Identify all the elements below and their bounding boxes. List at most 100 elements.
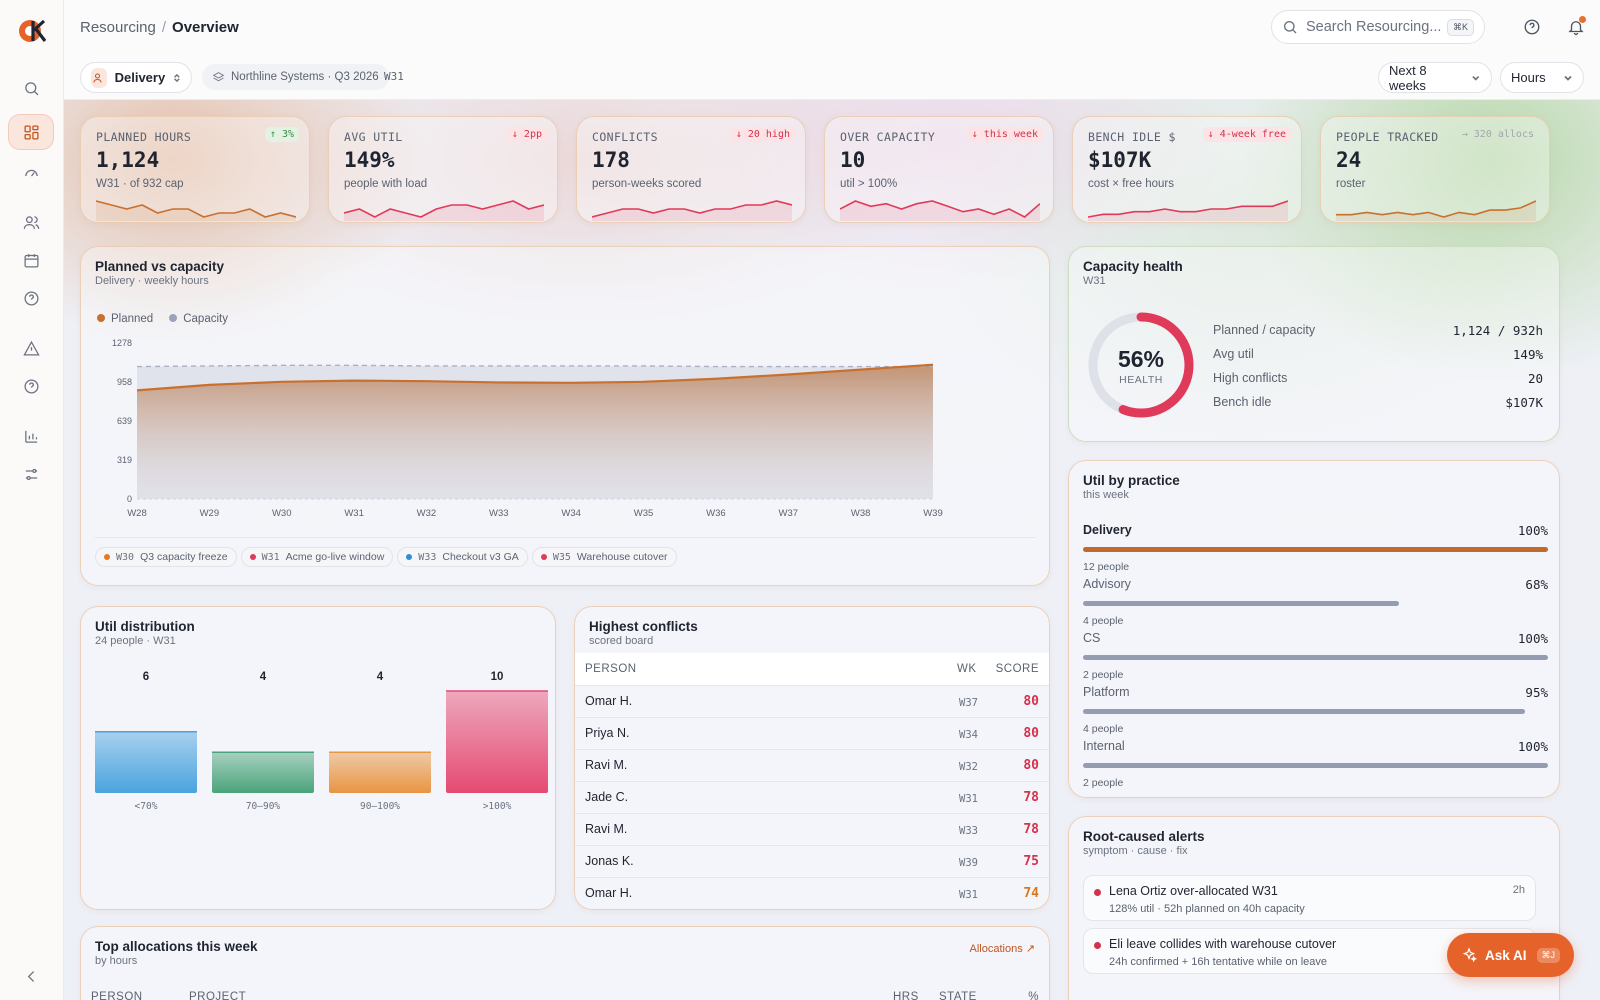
app-logo[interactable]	[17, 16, 47, 46]
warning-icon[interactable]	[8, 330, 54, 366]
kpi-label: PEOPLE TRACKED	[1336, 130, 1439, 144]
planned-vs-capacity-card: Planned vs capacity Delivery · weekly ho…	[80, 246, 1050, 586]
context-chip[interactable]: Northline Systems · Q3 2026	[202, 64, 389, 90]
dashboard-icon[interactable]	[8, 114, 54, 150]
kpi-sparkline	[1336, 200, 1536, 221]
kpi-card[interactable]: BENCH IDLE $ $107K cost × free hours ↓ 4-we…	[1072, 116, 1302, 223]
practice-item[interactable]: Delivery 100% 12 people	[1083, 523, 1548, 573]
sparkline-fill	[840, 201, 1040, 221]
util-distribution-card: Util distribution 24 people · W31 6 <70% 4…	[80, 606, 556, 910]
table-header: PERSON WK SCORE	[575, 653, 1049, 685]
stat-label: Planned / capacity	[1213, 323, 1316, 337]
event-label: Warehouse cutover	[576, 551, 668, 563]
event-chip[interactable]: W33 Checkout v3 GA	[397, 547, 528, 567]
help-icon[interactable]	[1523, 18, 1541, 36]
main-content: PLANNED HOURS 1,124 W31 · of 932 cap ↑ 3% AV…	[64, 100, 1600, 1000]
week-cell: W37	[959, 697, 978, 709]
practice-util: 100%	[1517, 523, 1548, 538]
search-icon[interactable]	[8, 70, 54, 106]
sparkline-fill	[1088, 201, 1288, 221]
planned-line	[136, 363, 934, 392]
card-subtitle: W31	[1083, 275, 1106, 287]
allocations-link[interactable]: Allocations ↗	[969, 943, 1035, 955]
bar-value: 10	[491, 671, 504, 683]
search-input[interactable]: Search Resourcing... ⌘K	[1271, 10, 1485, 44]
kpi-card[interactable]: OVER CAPACITY 10 util > 100% ↓ this week	[824, 116, 1054, 223]
sparkline-line	[1088, 200, 1288, 218]
bell-icon[interactable]	[1567, 16, 1586, 36]
col-score[interactable]: SCORE	[995, 663, 1039, 675]
kpi-sparkline	[1088, 200, 1288, 221]
kpi-card[interactable]: PEOPLE TRACKED 24 roster → 320 allocs	[1320, 116, 1550, 223]
practice-people: 2 people	[1083, 669, 1124, 681]
practice-bar-fill	[1083, 547, 1548, 552]
chart-legend: Planned Capacity	[97, 313, 228, 325]
card-title: Highest conflicts	[589, 619, 698, 634]
help-circle-icon[interactable]	[8, 280, 54, 316]
kpi-card[interactable]: AVG UTIL 149% people with load ↓ 2pp	[328, 116, 558, 223]
breadcrumb-parent[interactable]: Resourcing	[80, 19, 156, 36]
col-person[interactable]: PERSON	[91, 991, 143, 1000]
sliders-icon[interactable]	[8, 456, 54, 492]
top-allocations-card: Top allocations this week by hours Alloc…	[80, 926, 1050, 1000]
week-cell: W32	[959, 761, 978, 773]
x-tick-label: W33	[489, 508, 509, 519]
score-cell: 80	[1023, 726, 1039, 741]
stat-value: 149%	[1512, 347, 1543, 362]
y-tick-label: 958	[117, 377, 132, 387]
unit-selector[interactable]: Hours	[1500, 62, 1584, 93]
capacity-line	[136, 364, 933, 368]
kpi-card[interactable]: CONFLICTS 178 person-weeks scored ↓ 20 high	[576, 116, 806, 223]
table-row[interactable]: Omar H. W31 74	[575, 877, 1049, 909]
practice-people: 4 people	[1083, 615, 1124, 627]
table-row[interactable]: Ravi M. W32 80	[575, 749, 1049, 781]
event-chip[interactable]: W31 Acme go-live window	[240, 547, 394, 567]
col-hours[interactable]: HRS	[893, 991, 919, 1000]
team-selector-label: Delivery	[114, 70, 166, 85]
x-tick-label: W30	[272, 508, 292, 519]
col-person[interactable]: PERSON	[585, 663, 637, 675]
bar-chart-icon[interactable]	[8, 418, 54, 454]
bar	[446, 691, 548, 793]
col-percent[interactable]: %	[1028, 991, 1039, 1000]
search-icon	[1284, 21, 1297, 34]
ask-ai-button[interactable]: Ask AI ⌘J	[1447, 933, 1574, 977]
team-selector[interactable]: Delivery	[80, 62, 192, 93]
practice-item[interactable]: Internal 100% 2 people	[1083, 739, 1548, 789]
stat-value: 20	[1527, 371, 1543, 386]
card-title: Util distribution	[95, 619, 195, 634]
legend-planned[interactable]: Planned	[97, 313, 153, 325]
table-row[interactable]: Jade C. W31 78	[575, 781, 1049, 813]
sparkline-line	[840, 200, 1040, 218]
stat-label: Avg util	[1213, 347, 1254, 361]
gauge-icon[interactable]	[8, 154, 54, 190]
util-by-practice-card: Util by practice this week Delivery 100% 1…	[1068, 460, 1560, 798]
team-icon	[91, 67, 107, 88]
calendar-icon[interactable]	[8, 242, 54, 278]
event-chip[interactable]: W30 Q3 capacity freeze	[95, 547, 237, 567]
collapse-chevron-icon[interactable]	[8, 958, 54, 994]
stat-label: Bench idle	[1213, 395, 1272, 409]
table-row[interactable]: Priya N. W34 80	[575, 717, 1049, 749]
kpi-card[interactable]: PLANNED HOURS 1,124 W31 · of 932 cap ↑ 3%	[80, 116, 310, 223]
alert-item[interactable]: Lena Ortiz over-allocated W31 128% util ·…	[1083, 875, 1536, 921]
score-cell: 74	[1023, 886, 1039, 901]
table-row[interactable]: Ravi M. W33 78	[575, 813, 1049, 845]
col-state[interactable]: STATE	[939, 991, 977, 1000]
practice-item[interactable]: Advisory 68% 4 people	[1083, 577, 1548, 627]
card-title: Top allocations this week	[95, 939, 258, 954]
x-tick-label: W38	[851, 508, 871, 519]
col-project[interactable]: PROJECT	[189, 991, 247, 1000]
kpi-value: 149%	[344, 148, 395, 172]
people-icon[interactable]	[8, 204, 54, 240]
event-chip[interactable]: W35 Warehouse cutover	[531, 547, 677, 567]
practice-item[interactable]: Platform 95% 4 people	[1083, 685, 1548, 735]
range-selector[interactable]: Next 8 weeks	[1378, 62, 1492, 93]
table-row[interactable]: Jonas K. W39 75	[575, 845, 1049, 877]
question-icon[interactable]	[8, 368, 54, 404]
practice-item[interactable]: CS 100% 2 people	[1083, 631, 1548, 681]
col-week[interactable]: WK	[957, 663, 977, 675]
legend-capacity[interactable]: Capacity	[169, 313, 228, 325]
table-row[interactable]: Omar H. W37 80	[575, 685, 1049, 717]
health-stat-row: Bench idle $107K	[1213, 395, 1543, 410]
